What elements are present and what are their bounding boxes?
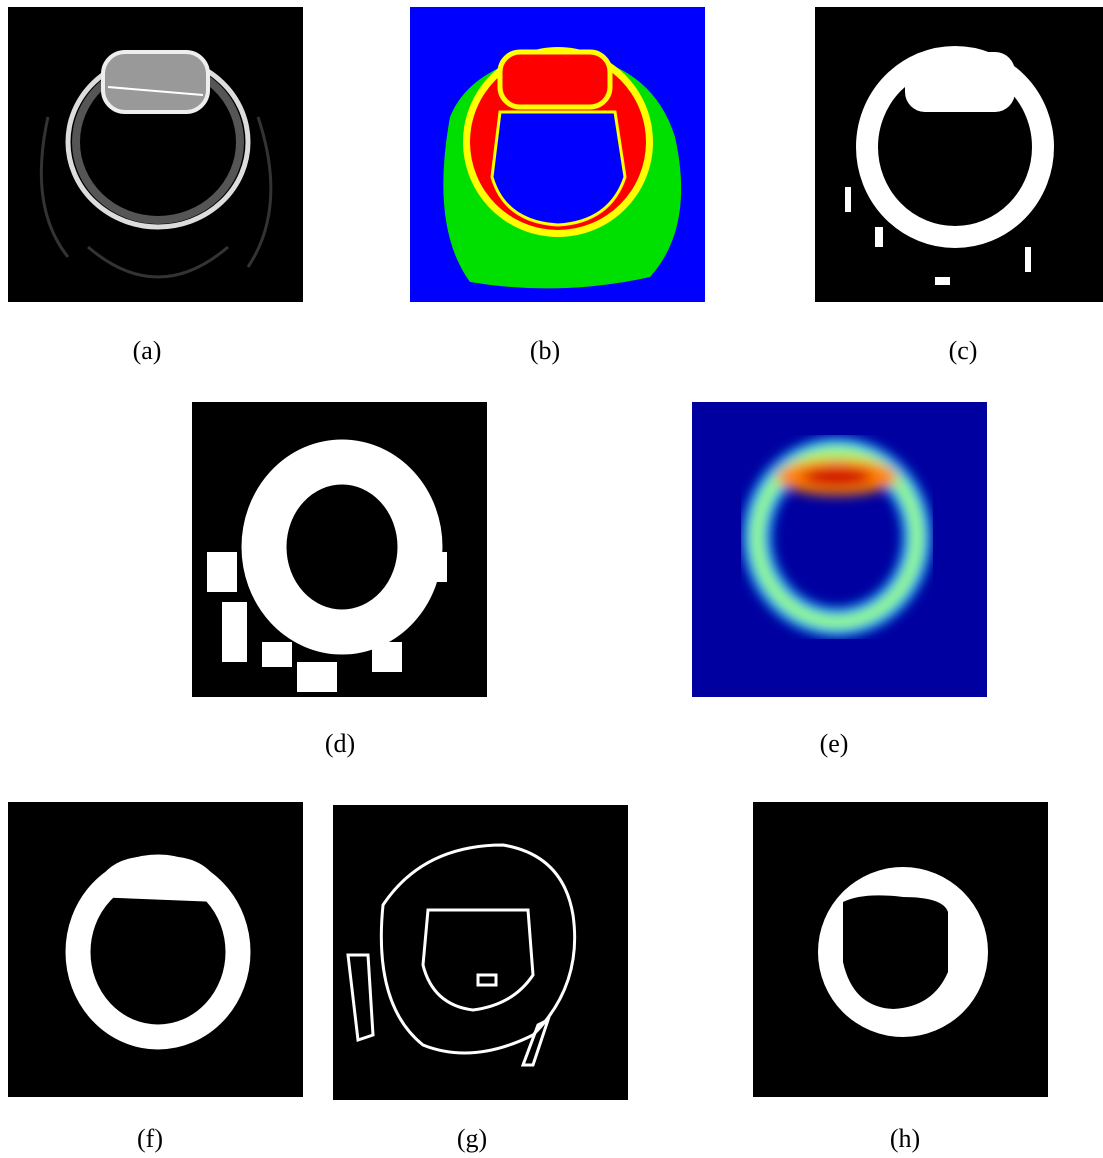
caption: (d) <box>300 729 380 759</box>
caption: (h) <box>865 1124 945 1154</box>
panel-image <box>333 805 628 1100</box>
caption: (e) <box>794 729 874 759</box>
caption: (b) <box>505 336 585 366</box>
panel-image <box>8 802 303 1097</box>
figure: (a) (b) (c) (d) (e) (f) (g) (h) <box>0 0 1103 1158</box>
caption: (f) <box>110 1124 190 1154</box>
caption: (c) <box>923 336 1003 366</box>
panel-image <box>753 802 1048 1097</box>
panel-image <box>815 7 1103 302</box>
panel-image <box>8 7 303 302</box>
panel-image <box>192 402 487 697</box>
caption: (a) <box>107 336 187 366</box>
caption: (g) <box>432 1124 512 1154</box>
panel-image <box>410 7 705 302</box>
panel-image <box>692 402 987 697</box>
